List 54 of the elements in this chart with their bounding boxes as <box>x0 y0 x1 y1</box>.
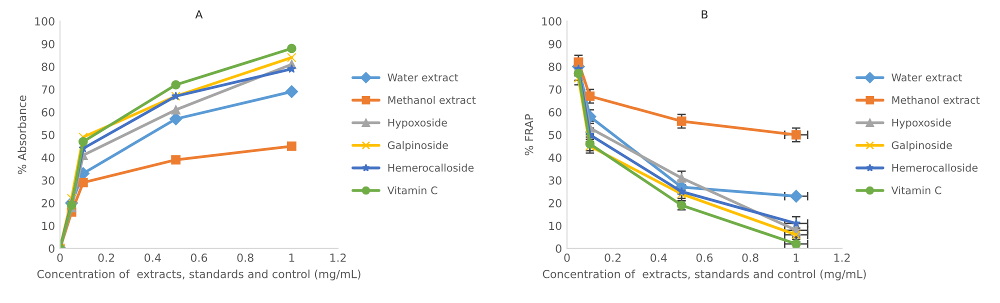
y-tick-label: 70 <box>42 85 54 94</box>
x-tick-label: 1 <box>289 254 294 262</box>
x-tick-label: 0.2 <box>98 254 114 262</box>
y-tick-label: 50 <box>42 130 54 140</box>
x-tick-label: 1.2 <box>330 254 346 262</box>
x-axis-title: Concentration of extracts, standards and control (mg/mL) <box>542 270 866 280</box>
y-tick-label: 80 <box>42 62 54 72</box>
legend-label: Galpinoside <box>388 141 448 152</box>
legend-label: Water extract <box>892 74 962 82</box>
x-tick-label: 1.2 <box>834 254 850 262</box>
y-tick-label: 40 <box>548 154 562 162</box>
legend-label: Hypoxoside <box>892 118 951 129</box>
y-tick-label: 30 <box>42 176 54 185</box>
legend-label: Methanol extract <box>388 96 476 104</box>
x-tick-label: 0.6 <box>190 254 208 262</box>
y-tick-label: 40 <box>42 154 54 162</box>
y-tick-label: 10 <box>42 222 54 230</box>
x-tick-label: 0.6 <box>696 254 713 262</box>
x-tick-label: 0.2 <box>604 254 621 262</box>
x-tick-label: 1 <box>794 254 799 262</box>
y-tick-label: 20 <box>548 198 562 208</box>
y-tick-label: 0 <box>556 244 562 253</box>
x-tick-label: 0.8 <box>742 254 758 262</box>
y-tick-label: 70 <box>548 85 562 94</box>
legend-label: Water extract <box>388 74 458 82</box>
y-tick-label: 60 <box>42 108 54 116</box>
y-axis-title: % FRAP <box>524 114 534 156</box>
y-tick-label: 50 <box>548 130 562 140</box>
y-axis-title: % Absorbance <box>18 96 26 174</box>
y-tick-label: 20 <box>42 198 54 208</box>
y-tick-label: 10 <box>549 222 562 230</box>
chart-title: B <box>702 10 708 18</box>
x-axis-title: Concentration of extracts, standards and control (mg/mL) <box>37 270 360 280</box>
legend-label: Hypoxoside <box>388 118 447 129</box>
y-tick-label: 80 <box>548 62 562 72</box>
x-tick-label: 0 <box>57 254 63 262</box>
y-tick-label: 30 <box>548 176 562 185</box>
x-tick-label: 0.4 <box>650 254 667 262</box>
legend-label: Hemerocalloside <box>892 164 978 172</box>
x-tick-label: 0.4 <box>144 254 161 262</box>
y-tick-label: 0 <box>48 244 54 253</box>
legend-label: Galpinoside <box>892 141 952 152</box>
legend-label: Vitamin C <box>387 186 438 194</box>
y-tick-label: 90 <box>548 40 562 48</box>
x-tick-label: 0.8 <box>237 254 254 262</box>
legend-label: Vitamin C <box>891 186 942 194</box>
legend-label: Methanol extract <box>892 96 980 104</box>
y-tick-label: 90 <box>42 40 54 48</box>
chart-title: A <box>195 10 203 18</box>
x-tick-label: 0 <box>564 254 570 262</box>
legend-label: Hemerocalloside <box>388 164 474 172</box>
y-tick-label: 60 <box>548 108 562 116</box>
y-tick-label: 100 <box>542 17 562 26</box>
y-tick-label: 100 <box>35 17 54 26</box>
